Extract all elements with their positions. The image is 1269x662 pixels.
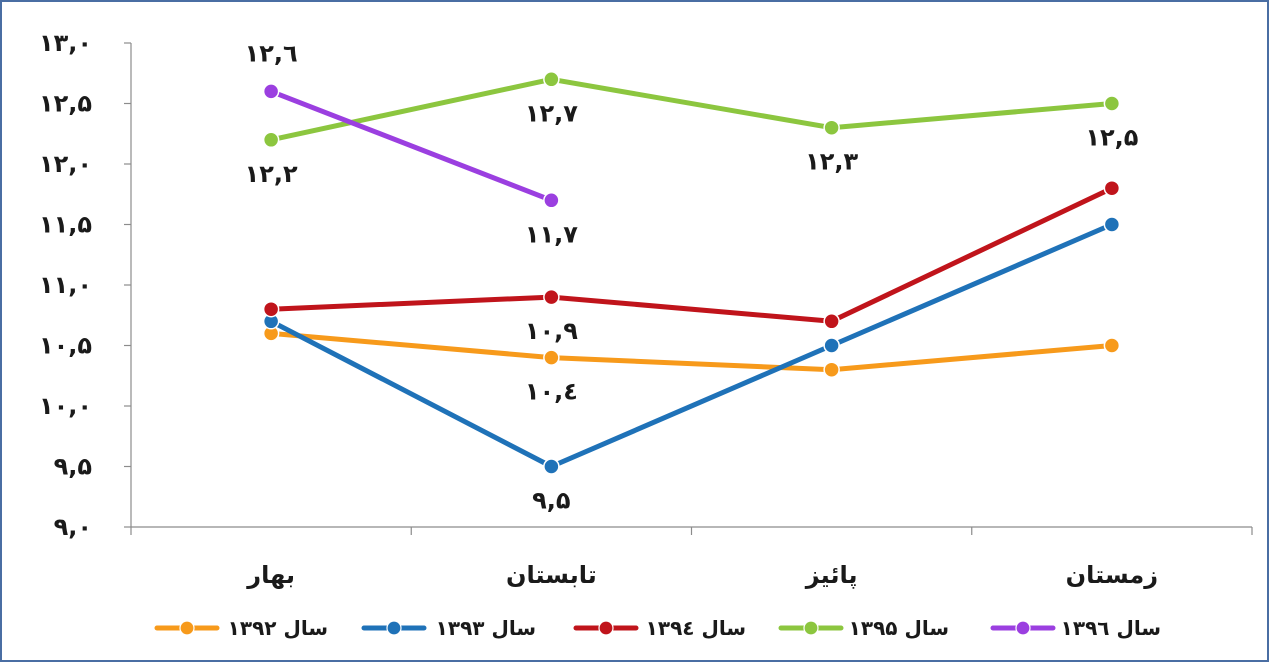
data-label: ۱۲,٦ [245,39,298,67]
data-point [262,83,280,100]
legend-label: سال ۱۳۹۲ [228,616,328,640]
series-line [268,185,1115,324]
series-line [268,222,1115,469]
y-tick-label: ۱۰,۵ [39,332,92,360]
y-tick-label: ۱۳,۰ [39,29,92,57]
legend-label: سال ۱۳۹٦ [1061,616,1161,640]
y-tick-label: ۱۱,۰ [39,271,92,299]
x-tick-label: بهار [246,561,295,589]
legend-swatch-marker [1015,620,1031,636]
y-tick-label: ۹,۵ [54,453,92,481]
data-label: ۹,۵ [532,487,570,515]
data-point [543,458,560,475]
series-line [268,76,1115,143]
series-line [268,88,554,203]
legend-swatch-marker [179,620,195,636]
data-label: ۱۲,۳ [805,148,858,176]
legend-label: سال ۱۳۹٤ [646,616,746,640]
legend-swatch-marker [386,620,402,636]
legend-label: سال ۱۳۹۳ [436,616,536,640]
data-point [543,349,560,366]
data-point [543,288,560,306]
data-point [1103,179,1121,197]
data-point [262,131,280,149]
data-point [823,361,840,378]
legend-label: سال ۱۳۹۵ [849,616,949,640]
data-label: ۱۰,٤ [525,378,578,406]
data-point [543,71,560,88]
y-tick-label: ۱۲,۵ [39,90,92,118]
data-label: ۱۱,۷ [525,220,578,248]
x-tick-label: پائیز [805,561,858,589]
series-line [268,330,1115,373]
y-tick-label: ۱۱,۵ [39,211,92,239]
data-point [1103,95,1121,112]
legend-swatch-marker [598,620,614,636]
data-point [543,192,560,209]
data-point [1103,337,1121,354]
data-label: ۱۲,۲ [245,160,298,188]
data-label: ۱۰,۹ [525,317,578,345]
data-label: ۱۲,۷ [525,99,578,127]
data-point [823,313,840,330]
data-label: ۱۲,۵ [1085,124,1138,152]
data-point [1103,216,1121,233]
data-point [823,119,840,136]
x-tick-label: زمستان [1066,561,1158,589]
data-point [262,300,280,318]
y-tick-label: ۱۲,۰ [39,150,92,178]
y-tick-label: ۱۰,۰ [39,392,92,420]
legend-swatch-marker [803,620,819,636]
data-point [823,337,840,354]
y-tick-label: ۹,۰ [54,513,92,541]
x-tick-label: تابستان [506,561,597,589]
